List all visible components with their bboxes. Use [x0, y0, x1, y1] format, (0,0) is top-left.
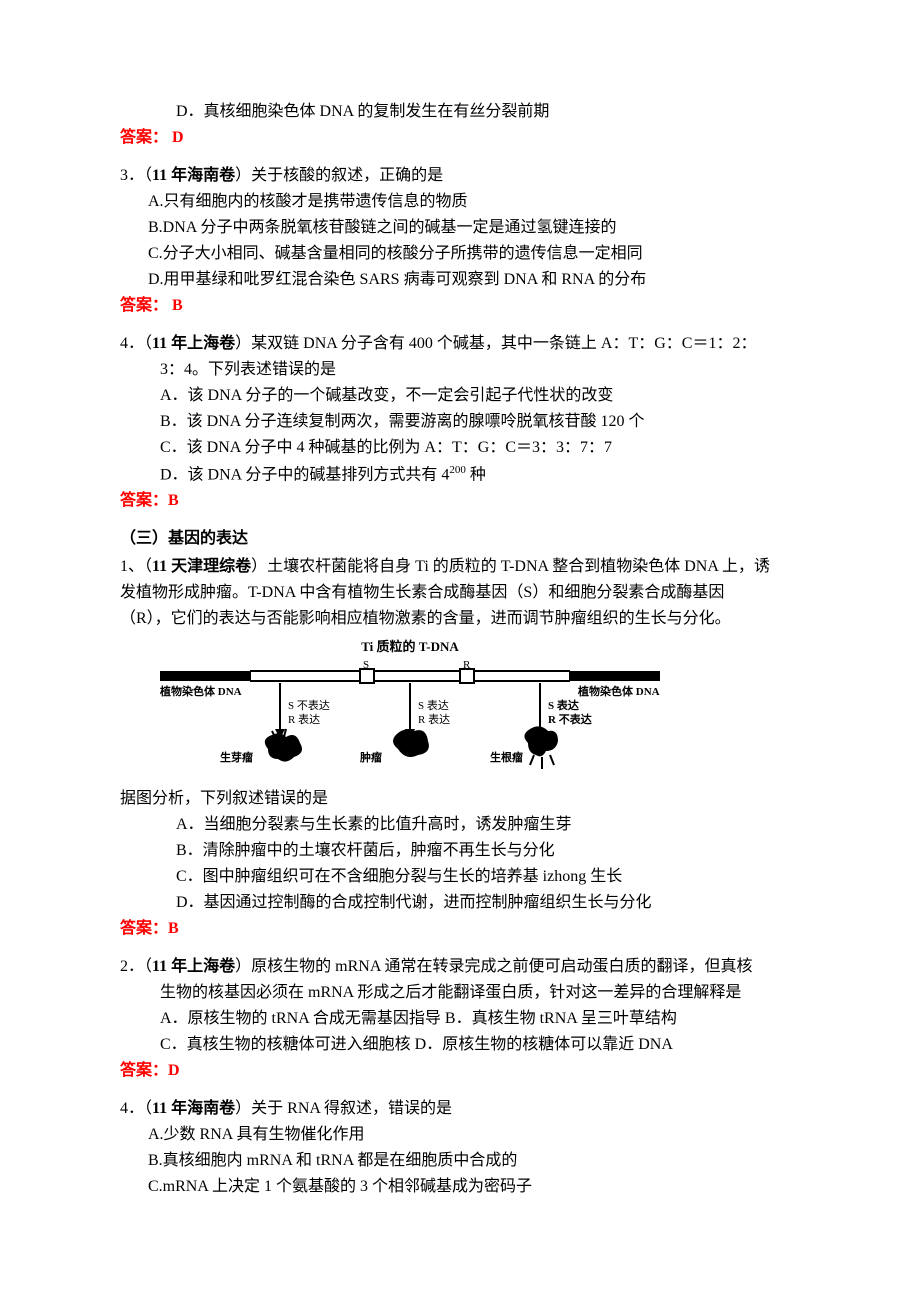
root-tumor-shape: [524, 726, 558, 756]
t1-option-b: B．清除肿瘤中的土壤农杆菌后，肿瘤不再生长与分化: [120, 839, 800, 863]
cond2a: S 表达: [418, 698, 449, 712]
diagram-title: Ti 质粒的 T-DNA: [160, 637, 660, 657]
cond1b: R 表达: [288, 712, 320, 726]
left-dna-label: 植物染色体 DNA: [160, 684, 242, 698]
t2-line2: 生物的核基因必须在 mRNA 形成之后才能翻译蛋白质，针对这一差异的合理解释是: [120, 981, 800, 1005]
t1-line2: 发植物形成肿瘤。T-DNA 中含有植物生长素合成酶基因（S）和细胞分裂素合成酶基…: [120, 581, 800, 605]
t2-options-ab: A．原核生物的 tRNA 合成无需基因指导 B．真核生物 tRNA 呈三叶草结构: [120, 1007, 800, 1031]
t4-stem: 4．（11 年海南卷）关于 RNA 得叙述，错误的是: [120, 1097, 800, 1121]
q3-option-a: A.只有细胞内的核酸才是携带遗传信息的物质: [120, 190, 800, 214]
diagram-svg: S R 植物染色体 DNA 植物染色体 DNA S 不表达 R 表达 S 表达 …: [160, 661, 660, 781]
q4-option-c: C．该 DNA 分子中 4 种碱基的比例为 A：T：G：C＝3：3：7：7: [120, 436, 800, 460]
q4-stem-line1: 4．（11 年上海卷）某双链 DNA 分子含有 400 个碱基，其中一条链上 A…: [120, 332, 800, 356]
t4-option-a: A.少数 RNA 具有生物催化作用: [120, 1123, 800, 1147]
t4-option-b: B.真核细胞内 mRNA 和 tRNA 都是在细胞质中合成的: [120, 1149, 800, 1173]
gene-r-label: R: [463, 661, 471, 671]
answer-q2: 答案： D: [120, 126, 800, 150]
right-dna-block: [570, 671, 660, 681]
cond1a: S 不表达: [288, 698, 330, 712]
tumor-shape: [393, 729, 429, 757]
q4-d-post: 种: [466, 466, 486, 483]
cond2b: R 表达: [418, 712, 450, 726]
t2-options-cd: C．真核生物的核糖体可进入细胞核 D．原核生物的核糖体可以靠近 DNA: [120, 1033, 800, 1057]
q4-d-sup: 200: [449, 464, 466, 476]
answer-t2: 答案：D: [120, 1059, 800, 1083]
t2-line1: 2．（11 年上海卷）原核生物的 mRNA 通常在转录完成之前便可启动蛋白质的翻…: [120, 955, 800, 979]
t4-source: 11 年海南卷: [152, 1100, 235, 1117]
q3-stem: 3．（11 年海南卷）关于核酸的叙述，正确的是: [120, 164, 800, 188]
q4-option-d: D．该 DNA 分子中的碱基排列方式共有 4200 种: [120, 462, 800, 487]
right-dna-label: 植物染色体 DNA: [577, 684, 660, 698]
section-3-title: （三）基因的表达: [120, 527, 800, 551]
gene-s-label: S: [363, 661, 369, 671]
q4-option-b: B．该 DNA 分子连续复制两次，需要游离的腺嘌呤脱氧核苷酸 120 个: [120, 410, 800, 434]
bud-tumor-label: 生芽瘤: [220, 750, 253, 764]
q4-d-pre: D．该 DNA 分子中的碱基排列方式共有 4: [160, 466, 449, 483]
tdna-diagram: Ti 质粒的 T-DNA S R 植物染色体 DNA 植物染色体 DNA: [160, 637, 660, 781]
q4-option-a: A．该 DNA 分子的一个碱基改变，不一定会引起子代性状的改变: [120, 384, 800, 408]
q4-stem-line2: 3：4。下列表述错误的是: [120, 358, 800, 382]
answer-t1: 答案：B: [120, 917, 800, 941]
root-tumor-label: 生根瘤: [490, 750, 523, 764]
q2-option-d: D．真核细胞染色体 DNA 的复制发生在有丝分裂前期: [120, 100, 800, 124]
t1-line3: （R），它们的表达与否能影响相应植物激素的含量，进而调节肿瘤组织的生长与分化。: [120, 607, 800, 631]
answer-q3: 答案： B: [120, 294, 800, 318]
bud-tumor-shape: [265, 733, 302, 761]
q3-option-b: B.DNA 分子中两条脱氧核苷酸链之间的碱基一定是通过氢键连接的: [120, 216, 800, 240]
tumor-label: 肿瘤: [360, 750, 382, 764]
q3-source: 11 年海南卷: [152, 167, 235, 184]
t1-source: 11 天津理综卷: [152, 558, 251, 575]
t1-line1: 1、（11 天津理综卷）土壤农杆菌能将自身 Ti 的质粒的 T-DNA 整合到植…: [120, 555, 800, 579]
t2-source: 11 年上海卷: [152, 958, 235, 975]
left-dna-block: [160, 671, 250, 681]
q3-option-c: C.分子大小相同、碱基含量相同的核酸分子所携带的遗传信息一定相同: [120, 242, 800, 266]
cond3a: S 表达: [548, 698, 579, 712]
answer-q4: 答案：B: [120, 489, 800, 513]
t1-option-c: C．图中肿瘤组织可在不含细胞分裂与生长的培养基 izhong 生长: [120, 865, 800, 889]
t1-option-d: D．基因通过控制酶的合成控制代谢，进而控制肿瘤组织生长与分化: [120, 891, 800, 915]
q4-source: 11 年上海卷: [152, 335, 235, 352]
t4-option-c: C.mRNA 上决定 1 个氨基酸的 3 个相邻碱基成为密码子: [120, 1175, 800, 1199]
t1-option-a: A．当细胞分裂素与生长素的比值升高时，诱发肿瘤生芽: [120, 813, 800, 837]
cond3b: R 不表达: [548, 712, 592, 726]
document-page: D．真核细胞染色体 DNA 的复制发生在有丝分裂前期 答案： D 3．（11 年…: [0, 0, 920, 1261]
q3-option-d: D.用甲基绿和吡罗红混合染色 SARS 病毒可观察到 DNA 和 RNA 的分布: [120, 268, 800, 292]
t1-question: 据图分析，下列叙述错误的是: [120, 787, 800, 811]
